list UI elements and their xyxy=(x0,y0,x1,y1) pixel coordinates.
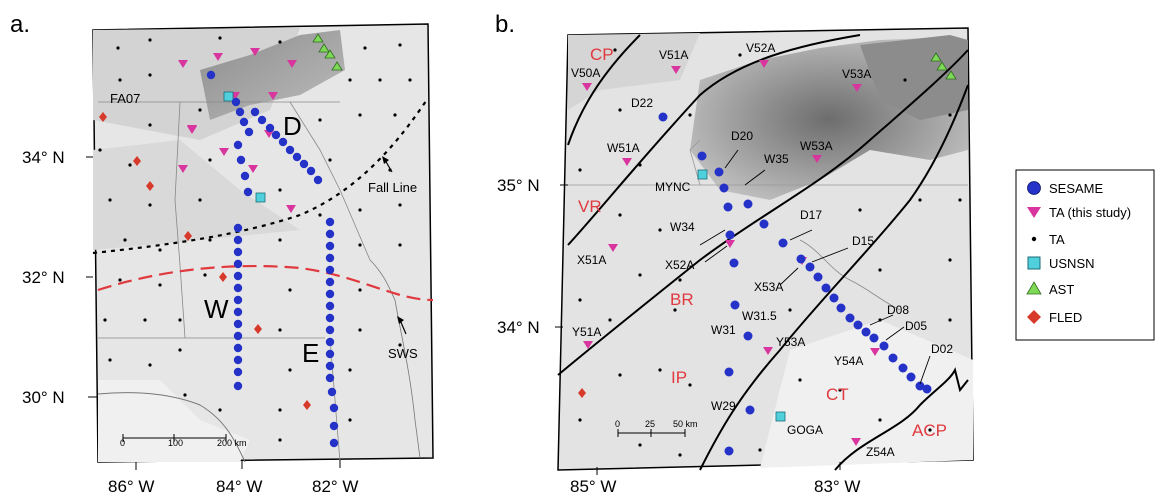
svg-text:50 km: 50 km xyxy=(673,419,698,429)
ta-study-stations-a xyxy=(178,48,297,213)
svg-text:100: 100 xyxy=(168,438,183,448)
svg-text:ACP: ACP xyxy=(912,421,947,440)
svg-text:BR: BR xyxy=(670,290,694,309)
sws-line xyxy=(97,264,434,302)
panel-b-map-frame xyxy=(557,27,974,471)
legend-ta-icon xyxy=(1031,236,1037,242)
ta-stations-a xyxy=(98,36,412,442)
svg-text:D05: D05 xyxy=(905,319,927,333)
svg-text:Z54A: Z54A xyxy=(866,445,895,459)
svg-text:V51A: V51A xyxy=(659,48,688,62)
svg-text:V50A: V50A xyxy=(571,66,600,80)
svg-text:X53A: X53A xyxy=(754,280,783,294)
panel-b-label: b. xyxy=(495,11,515,38)
svg-text:D20: D20 xyxy=(731,129,753,143)
station-fa07-label: FA07 xyxy=(110,91,140,106)
ta-study-stations-b xyxy=(582,60,880,446)
svg-text:W34: W34 xyxy=(670,220,695,234)
sesame-stations-b xyxy=(658,112,932,456)
ast-stations-b xyxy=(930,52,957,80)
legend-ta-label: TA xyxy=(1049,232,1065,247)
lon-tick-a-82: 82° W xyxy=(312,477,358,496)
svg-text:W53A: W53A xyxy=(800,139,833,153)
panel-a-map-frame xyxy=(92,23,434,463)
lat-tick-b-35: 35° N xyxy=(497,176,540,195)
sesame-profile-d xyxy=(206,70,323,185)
fall-line-label: Fall Line xyxy=(368,180,417,195)
legend-fled-icon xyxy=(1027,310,1041,324)
sesame-profile-e xyxy=(325,217,339,448)
svg-text:D08: D08 xyxy=(887,303,909,317)
lat-tick-a-30: 30° N xyxy=(22,388,65,407)
legend-sesame-label: SESAME xyxy=(1049,181,1104,196)
svg-text:W31: W31 xyxy=(711,323,736,337)
ta-stations-b xyxy=(578,48,962,457)
svg-text:D15: D15 xyxy=(852,234,874,248)
sesame-profile-w xyxy=(233,140,253,391)
svg-text:V53A: V53A xyxy=(842,67,871,81)
fall-line xyxy=(92,97,429,255)
lat-tick-a-32: 32° N xyxy=(22,268,65,287)
svg-text:D17: D17 xyxy=(800,208,822,222)
profile-w-label: W xyxy=(204,294,229,324)
svg-text:Y54A: Y54A xyxy=(834,354,863,368)
lon-tick-b-83: 83° W xyxy=(814,477,860,496)
svg-text:200 km: 200 km xyxy=(217,438,247,448)
fled-station-b xyxy=(578,388,586,398)
svg-text:Y53A: Y53A xyxy=(776,335,805,349)
svg-text:IP: IP xyxy=(671,368,687,387)
fled-stations-a xyxy=(99,112,311,410)
svg-text:25: 25 xyxy=(645,419,655,429)
ast-stations-a xyxy=(312,33,343,71)
legend-ast-icon xyxy=(1026,281,1042,295)
lon-tick-a-84: 84° W xyxy=(216,477,262,496)
svg-text:0: 0 xyxy=(615,419,620,429)
svg-text:V52A: V52A xyxy=(746,41,775,55)
scale-bar-b: 0 25 50 km xyxy=(615,419,698,437)
svg-text:CP: CP xyxy=(590,45,614,64)
panel-a: a. xyxy=(10,11,434,496)
svg-text:D02: D02 xyxy=(931,342,953,356)
usnsn-stations-a xyxy=(223,91,266,203)
legend-usnsn-label: USNSN xyxy=(1049,256,1095,271)
legend-sesame-icon xyxy=(1027,181,1041,195)
legend-usnsn-icon xyxy=(1027,256,1041,270)
region-boundaries xyxy=(557,34,969,471)
panel-a-ticks xyxy=(86,156,341,470)
svg-text:0: 0 xyxy=(120,438,125,448)
legend-fled-label: FLED xyxy=(1049,310,1082,325)
lat-tick-b-34: 34° N xyxy=(497,318,540,337)
panel-a-label: a. xyxy=(10,11,30,38)
svg-text:W29: W29 xyxy=(711,399,736,413)
profile-d-label: D xyxy=(283,111,302,141)
svg-text:W51A: W51A xyxy=(607,141,640,155)
svg-text:GOGA: GOGA xyxy=(787,423,823,437)
legend: SESAME TA (this study) TA USNSN AST FLED xyxy=(1015,169,1155,341)
label-leaders-b xyxy=(699,149,931,385)
usnsn-stations-b xyxy=(697,169,786,422)
legend-ta-study-icon xyxy=(1027,207,1041,218)
lon-tick-b-85: 85° W xyxy=(570,477,616,496)
profile-e-label: E xyxy=(302,338,319,368)
svg-text:X51A: X51A xyxy=(577,253,606,267)
panel-b-ticks xyxy=(555,184,841,475)
svg-text:VR: VR xyxy=(578,197,602,216)
svg-text:D22: D22 xyxy=(631,96,653,110)
legend-ast-label: AST xyxy=(1049,282,1074,297)
lat-tick-a-34: 34° N xyxy=(22,148,65,167)
panel-b: b. xyxy=(495,11,974,496)
svg-text:Y51A: Y51A xyxy=(572,325,601,339)
svg-text:W31.5: W31.5 xyxy=(742,309,777,323)
svg-text:X52A: X52A xyxy=(665,258,694,272)
lon-tick-a-86: 86° W xyxy=(108,477,154,496)
station-labels-b: V50A V51A V52A V53A D22 D20 W51A W53A MY… xyxy=(571,41,953,459)
svg-text:MYNC: MYNC xyxy=(655,180,691,194)
svg-text:CT: CT xyxy=(826,385,849,404)
svg-text:W35: W35 xyxy=(764,152,789,166)
sws-label: SWS xyxy=(388,346,418,361)
legend-ta-study-label: TA (this study) xyxy=(1049,205,1131,220)
region-labels: CP VR BR IP CT ACP xyxy=(578,45,947,440)
scale-bar-a: 0 100 200 km xyxy=(120,434,247,448)
